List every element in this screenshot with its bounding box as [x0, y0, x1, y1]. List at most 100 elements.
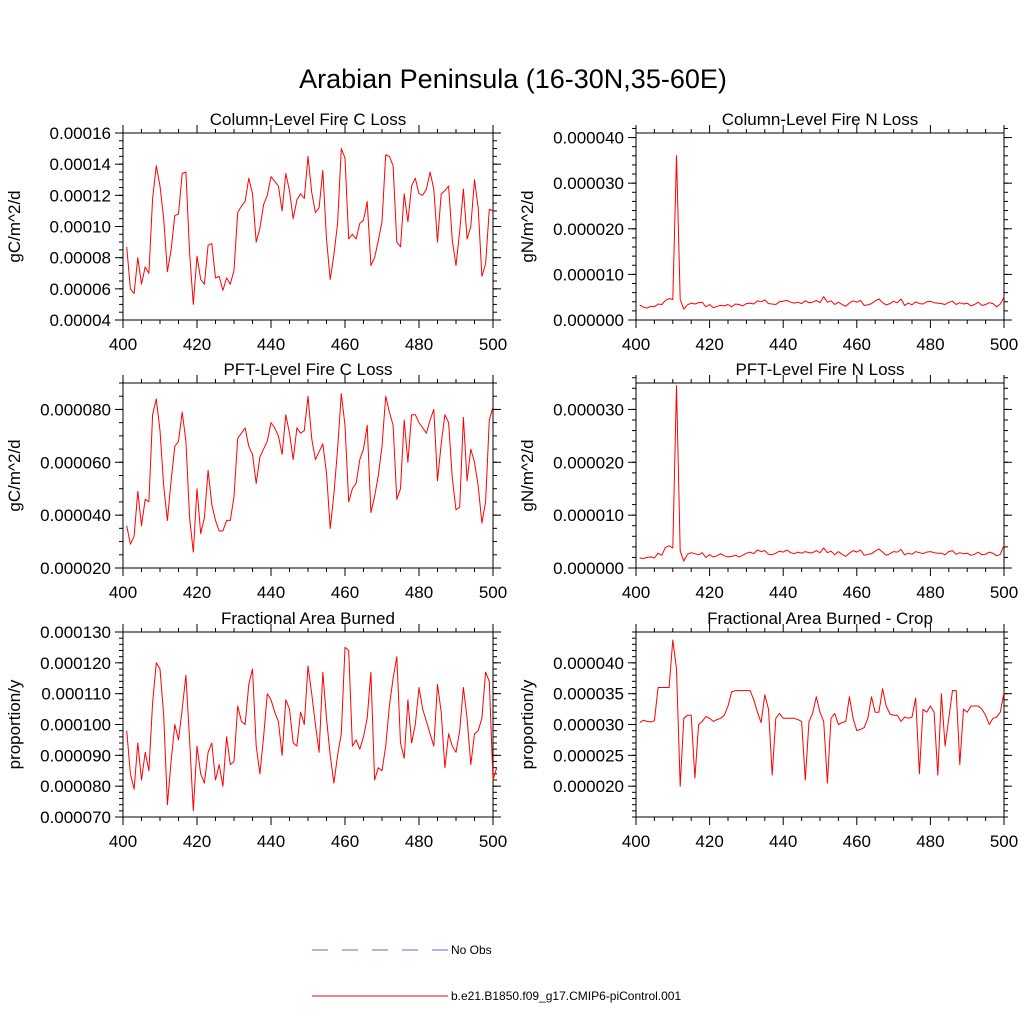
x-tick-label: 420 — [183, 832, 211, 851]
panels: Column-Level Fire C Loss gC/m^2/d 400 420 44… — [5, 110, 1018, 851]
panel-title: Fractional Area Burned — [221, 609, 395, 628]
x-tick-label: 500 — [990, 832, 1018, 851]
y-tick-label: 0.000020 — [553, 777, 624, 796]
y-tick-label: 0.000025 — [553, 746, 624, 765]
chart-panel-5: Fractional Area Burned proportion/y 400 420… — [5, 609, 507, 851]
plot-frame — [122, 631, 494, 818]
y-axis-label: gC/m^2/d — [5, 439, 24, 511]
x-tick-label: 420 — [695, 832, 723, 851]
chart-panel-1: Column-Level Fire C Loss gC/m^2/d 400 420 44… — [5, 110, 507, 354]
x-tick-label: 440 — [769, 583, 797, 602]
x-tick-label: 500 — [990, 583, 1018, 602]
y-tick-label: 0.00008 — [50, 249, 111, 268]
y-tick-label: 0.000030 — [553, 716, 624, 735]
y-tick-label: 0.000020 — [40, 559, 111, 578]
y-tick-label: 0.000030 — [553, 174, 624, 193]
x-tick-label: 460 — [331, 832, 359, 851]
x-tick-label: 480 — [916, 832, 944, 851]
y-tick-label: 0.000100 — [40, 716, 111, 735]
x-tick-label: 460 — [843, 583, 871, 602]
y-tick-label: 0.000130 — [40, 623, 111, 642]
y-tick-label: 0.00014 — [50, 155, 111, 174]
x-tick-label: 460 — [843, 832, 871, 851]
y-axis-label: proportion/y — [518, 679, 537, 769]
y-tick-label: 0.000020 — [553, 220, 624, 239]
x-tick-label: 400 — [622, 335, 650, 354]
y-tick-label: 0.000090 — [40, 746, 111, 765]
x-tick-label: 480 — [916, 335, 944, 354]
series-line-model-run — [126, 393, 494, 553]
x-tick-label: 500 — [479, 583, 507, 602]
y-axis-label: gN/m^2/d — [518, 439, 537, 511]
x-tick-label: 480 — [405, 832, 433, 851]
y-tick-label: 0.00004 — [50, 311, 111, 330]
y-tick-label: 0.00012 — [50, 186, 111, 205]
x-tick-label: 400 — [109, 335, 137, 354]
series-line-model-run — [126, 646, 498, 812]
series-line-model-run — [639, 385, 1005, 562]
panel-title: Column-Level Fire C Loss — [210, 110, 407, 129]
y-tick-label: 0.00016 — [50, 124, 111, 143]
x-tick-label: 500 — [990, 335, 1018, 354]
plot-frame — [635, 132, 1005, 321]
x-tick-label: 400 — [109, 583, 137, 602]
chart-panel-3: PFT-Level Fire C Loss gC/m^2/d 400 420 440 46… — [5, 360, 507, 602]
series-line-model-run — [639, 639, 1005, 787]
legend-label-model-run: b.e21.B1850.f09_g17.CMIP6-piControl.001 — [451, 989, 681, 1003]
x-tick-label: 480 — [916, 583, 944, 602]
x-tick-label: 460 — [331, 335, 359, 354]
panel-title: PFT-Level Fire C Loss — [223, 360, 392, 379]
y-axis-label: gN/m^2/d — [518, 190, 537, 262]
legend: No Obs b.e21.B1850.f09_g17.CMIP6-piContr… — [312, 943, 681, 1003]
x-tick-label: 480 — [405, 335, 433, 354]
panel-title: Fractional Area Burned - Crop — [707, 609, 933, 628]
y-tick-label: 0.000040 — [553, 654, 624, 673]
chart-panel-4: PFT-Level Fire N Loss gN/m^2/d 400 420 440 46… — [518, 360, 1018, 602]
y-axis-label: gC/m^2/d — [5, 190, 24, 262]
series-line-model-run — [639, 155, 1005, 310]
x-tick-label: 460 — [331, 583, 359, 602]
y-tick-label: 0.00006 — [50, 280, 111, 299]
y-tick-label: 0.000110 — [41, 685, 111, 704]
y-tick-label: 0.000080 — [40, 777, 111, 796]
x-tick-label: 420 — [183, 335, 211, 354]
legend-item-no-obs: No Obs — [312, 943, 492, 957]
x-tick-label: 460 — [843, 335, 871, 354]
legend-label-no-obs: No Obs — [451, 943, 492, 957]
y-axis-label: proportion/y — [5, 679, 24, 769]
legend-item-model-run: b.e21.B1850.f09_g17.CMIP6-piControl.001 — [312, 989, 681, 1003]
x-tick-label: 420 — [695, 335, 723, 354]
plot-frame — [635, 382, 1005, 569]
panel-title: PFT-Level Fire N Loss — [735, 360, 904, 379]
x-tick-label: 500 — [479, 832, 507, 851]
y-tick-label: 0.000020 — [553, 453, 624, 472]
x-tick-label: 440 — [257, 335, 285, 354]
panel-title: Column-Level Fire N Loss — [722, 110, 919, 129]
x-tick-label: 440 — [769, 335, 797, 354]
y-tick-label: 0.000000 — [553, 559, 624, 578]
x-tick-label: 420 — [183, 583, 211, 602]
y-tick-label: 0.000010 — [553, 506, 624, 525]
plot-frame — [635, 631, 1005, 818]
x-tick-label: 400 — [109, 832, 137, 851]
x-tick-label: 440 — [257, 583, 285, 602]
x-tick-label: 400 — [622, 583, 650, 602]
y-tick-label: 0.000040 — [40, 506, 111, 525]
y-tick-label: 0.000035 — [553, 685, 624, 704]
x-tick-label: 440 — [769, 832, 797, 851]
chart-panel-6: Fractional Area Burned - Crop proportion/… — [518, 609, 1018, 851]
figure-title: Arabian Peninsula (16-30N,35-60E) — [299, 64, 727, 94]
chart-panel-2: Column-Level Fire N Loss gN/m^2/d 400 420 44… — [518, 110, 1018, 354]
y-tick-label: 0.000000 — [553, 311, 624, 330]
y-tick-label: 0.000010 — [553, 265, 624, 284]
x-tick-label: 480 — [405, 583, 433, 602]
x-tick-label: 500 — [479, 335, 507, 354]
y-tick-label: 0.000070 — [40, 808, 111, 827]
y-tick-label: 0.000040 — [553, 129, 624, 148]
x-tick-label: 420 — [695, 583, 723, 602]
series-line-model-run — [126, 148, 494, 305]
y-tick-label: 0.000060 — [40, 453, 111, 472]
y-tick-label: 0.000120 — [40, 654, 111, 673]
y-tick-label: 0.000080 — [40, 400, 111, 419]
